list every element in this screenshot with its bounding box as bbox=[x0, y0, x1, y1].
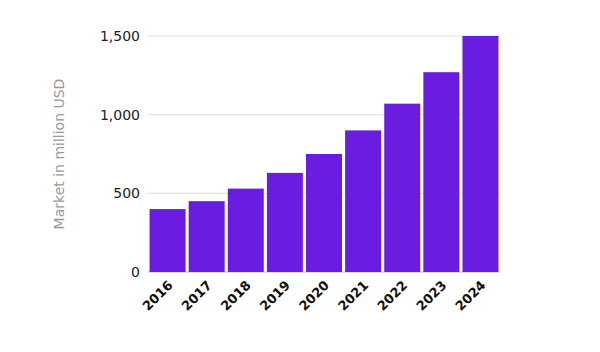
bar bbox=[267, 173, 303, 272]
bar bbox=[423, 72, 459, 272]
bar bbox=[462, 36, 498, 272]
bar bbox=[150, 209, 186, 272]
x-tick-label: 2021 bbox=[335, 278, 371, 314]
x-tick-label: 2017 bbox=[179, 278, 215, 314]
y-axis-label: Market in million USD bbox=[51, 79, 67, 230]
bar bbox=[306, 154, 342, 272]
chart-container: 05001,0001,50020162017201820192020202120… bbox=[0, 0, 600, 352]
y-tick-label: 1,000 bbox=[100, 107, 140, 123]
x-tick-label: 2023 bbox=[413, 278, 449, 314]
x-tick-label: 2018 bbox=[218, 278, 254, 314]
bar bbox=[228, 189, 264, 272]
y-tick-label: 1,500 bbox=[100, 28, 140, 44]
grid-line bbox=[148, 36, 500, 37]
bar bbox=[345, 130, 381, 272]
bar bbox=[189, 201, 225, 272]
x-tick-label: 2019 bbox=[257, 278, 293, 314]
y-tick-label: 0 bbox=[131, 264, 140, 280]
x-tick-label: 2016 bbox=[139, 278, 175, 314]
x-tick-label: 2020 bbox=[296, 278, 332, 314]
bar bbox=[384, 104, 420, 272]
y-tick-label: 500 bbox=[113, 185, 140, 201]
y-ticks: 0 500 1,000 1,500 bbox=[100, 28, 140, 280]
chart-svg: 05001,0001,50020162017201820192020202120… bbox=[0, 0, 600, 352]
grid bbox=[148, 36, 500, 272]
x-ticks: 201620172018201920202021202220232024 bbox=[139, 278, 488, 314]
x-tick-label: 2024 bbox=[452, 278, 488, 314]
bars bbox=[150, 36, 499, 272]
x-tick-label: 2022 bbox=[374, 278, 410, 314]
